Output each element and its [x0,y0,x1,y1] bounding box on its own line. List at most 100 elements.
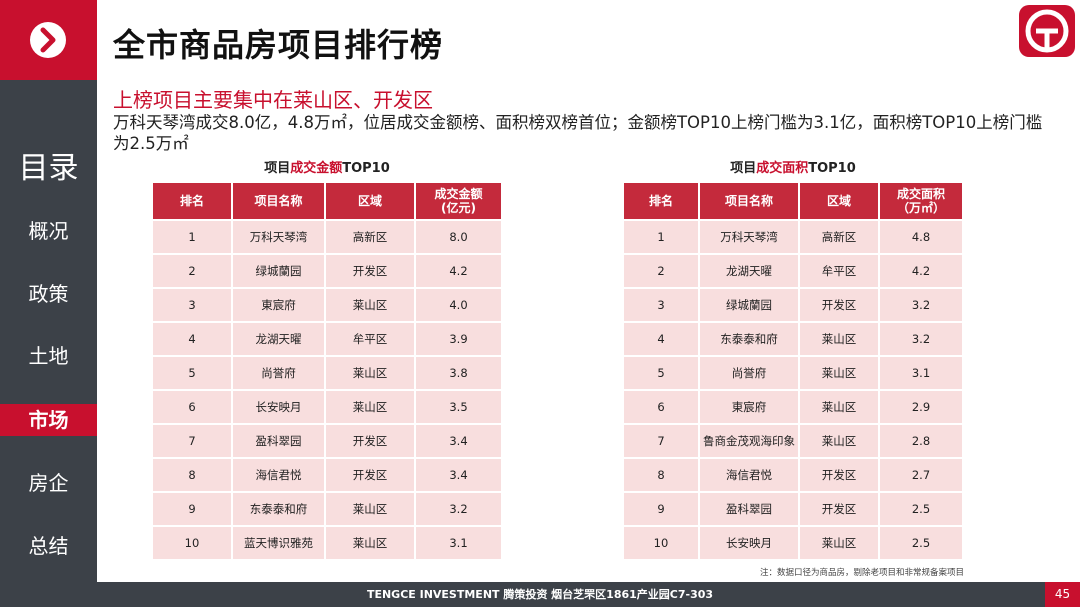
footer [0,582,1080,607]
menu-item[interactable]: 概况 [28,219,69,243]
table-cell: 4.8 [880,221,962,253]
table-cell: 4.2 [880,255,962,287]
table-cell: 2.9 [880,391,962,423]
header-text: 排名 [648,194,673,208]
table-cell: 10 [624,527,698,559]
header-text: 区域 [357,194,382,208]
table-cell: 蓝天博识雅苑 [233,527,324,559]
table-cell: 6 [624,391,698,423]
table-cell: 海信君悦 [233,459,324,491]
menu-item[interactable]: 总结 [28,534,69,558]
table-cell: 3.2 [880,289,962,321]
table-cell: 盈科翠园 [700,493,798,525]
table-cell: 龙湖天曜 [700,255,798,287]
table-cell: 莱山区 [326,391,414,423]
table-cell: 莱山区 [326,289,414,321]
table: 排名 项目名称 区域 成交面积 （万㎡） 1 万科天琴湾 高新区 4.8 2 龙湖天曜 牟平区 4.2 3… [624,183,962,559]
table-cell: 10 [153,527,231,559]
table-cell: 万科天琴湾 [233,221,324,253]
table-cell: 莱山区 [326,357,414,389]
table-cell: 8 [153,459,231,491]
table-cell: 1 [624,221,698,253]
table-cell: 4.2 [416,255,501,287]
menu-item[interactable]: 政策 [28,282,69,306]
table-cell: 莱山区 [800,425,878,457]
table-title-part: 项目 [264,161,291,176]
table-title-part: 成交金额 [290,161,343,176]
table-cell: 开发区 [800,493,878,525]
sidebar [0,0,97,582]
table-cell: 绿城蘭园 [233,255,324,287]
header-cell: 排名 [153,183,231,219]
menu-item[interactable]: 土地 [28,344,69,368]
table-cell: 5 [153,357,231,389]
summary-text: 万科天琴湾成交8.0亿，4.8万㎡，位居成交金额榜、面积榜双榜首位；金额榜TOP… [113,113,1043,153]
nav-icon[interactable] [0,0,97,80]
sidebar-top [0,0,97,80]
header-text: 项目名称 [254,194,303,208]
table-cell: 3.1 [416,527,501,559]
table-cell: 2.5 [880,527,962,559]
logo [1019,5,1075,57]
header-cell: 成交金额 (亿元) [416,183,501,219]
table-cell: 2 [624,255,698,287]
table-cell: 莱山区 [800,357,878,389]
table-cell: 4 [153,323,231,355]
table-cell: 东泰泰和府 [233,493,324,525]
table-cell: 长安映月 [233,391,324,423]
table-title-part: TOP10 [342,161,390,176]
table-cell: 8 [624,459,698,491]
table-cell: 尚誉府 [233,357,324,389]
table-title: 项目成交面积TOP10 [624,157,962,176]
note: 注：数据口径为商品房，剔除老项目和非常规备案项目 [760,568,965,578]
table-cell: 尚誉府 [700,357,798,389]
table-cell: 7 [153,425,231,457]
header-text: （万㎡） [896,201,945,215]
table-cell: 4.0 [416,289,501,321]
table-title-part: TOP10 [808,161,856,176]
table-cell: 开发区 [326,459,414,491]
table-cell: 鲁商金茂观海印象 [700,425,798,457]
table-cell: 高新区 [800,221,878,253]
table: 排名 项目名称 区域 成交金额 (亿元) 1 万科天琴湾 高新区 8.0 2 绿城蘭园 开发区 4.2 3… [153,183,501,559]
table-cell: 2.7 [880,459,962,491]
table-cell: 6 [153,391,231,423]
header-text: (亿元) [441,201,476,215]
table-cell: 牟平区 [326,323,414,355]
table-cell: 8.0 [416,221,501,253]
table-cell: 莱山区 [800,323,878,355]
headline: 上榜项目主要集中在莱山区、开发区 [113,88,433,112]
table-cell: 莱山区 [326,493,414,525]
header-cell: 项目名称 [233,183,324,219]
table-cell: 开发区 [326,255,414,287]
header-cell: 区域 [326,183,414,219]
header-cell: 成交面积 （万㎡） [880,183,962,219]
table-cell: 绿城蘭园 [700,289,798,321]
header-cell: 区域 [800,183,878,219]
table-cell: 1 [153,221,231,253]
table-cell: 9 [624,493,698,525]
table-cell: 龙湖天曜 [233,323,324,355]
table-cell: 3.2 [416,493,501,525]
table-cell: 莱山区 [326,527,414,559]
menu-item[interactable]: 房企 [28,471,69,495]
table-cell: 東宸府 [233,289,324,321]
table-cell: 2.5 [880,493,962,525]
table-cell: 开发区 [800,289,878,321]
table-cell: 牟平区 [800,255,878,287]
table-cell: 高新区 [326,221,414,253]
table-cell: 万科天琴湾 [700,221,798,253]
table-cell: 3.5 [416,391,501,423]
table-title-part: 成交面积 [756,161,809,176]
menu-item[interactable]: 市场 [0,404,97,436]
table-cell: 東宸府 [700,391,798,423]
table-cell: 2 [153,255,231,287]
table-cell: 4 [624,323,698,355]
table-cell: 3.2 [880,323,962,355]
table-cell: 开发区 [800,459,878,491]
table-cell: 3.9 [416,323,501,355]
table-cell: 2.8 [880,425,962,457]
table-cell: 5 [624,357,698,389]
table-cell: 莱山区 [800,527,878,559]
